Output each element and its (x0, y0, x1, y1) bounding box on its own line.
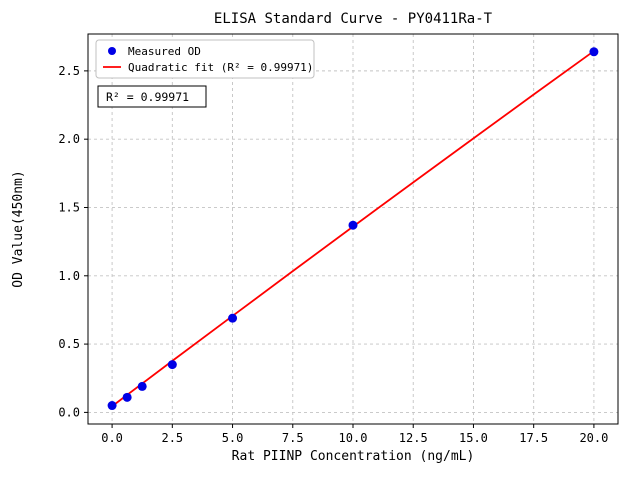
y-tick-label: 1.5 (58, 200, 80, 214)
data-point (167, 360, 177, 370)
r-squared-text: R² = 0.99971 (106, 90, 189, 104)
data-point (228, 313, 238, 323)
y-tick-label: 0.5 (58, 337, 80, 351)
data-point (589, 47, 599, 57)
legend-label-measured-od: Measured OD (128, 45, 201, 58)
x-tick-label: 15.0 (459, 431, 488, 445)
x-tick-label: 20.0 (579, 431, 608, 445)
data-point (122, 392, 132, 402)
x-tick-label: 7.5 (282, 431, 304, 445)
data-point (348, 220, 358, 230)
legend-box (95, 39, 315, 79)
y-tick-label: 1.0 (58, 269, 80, 283)
legend-label-quadratic-fit: Quadratic fit (R² = 0.99971) (128, 61, 313, 74)
x-tick-label: 10.0 (339, 431, 368, 445)
y-tick-label: 2.5 (58, 64, 80, 78)
data-point (137, 381, 147, 391)
y-axis-label: OD Value(450nm) (11, 170, 26, 287)
x-axis-label: Rat PIINP Concentration (ng/mL) (232, 449, 475, 464)
legend: Measured OD Quadratic fit (R² = 0.99971) (95, 39, 315, 79)
legend-marker-measured-od (108, 47, 116, 55)
chart-title: ELISA Standard Curve - PY0411Ra-T (214, 11, 493, 27)
x-tick-label: 0.0 (101, 431, 123, 445)
x-tick-label: 17.5 (519, 431, 548, 445)
y-tick-label: 2.0 (58, 132, 80, 146)
x-tick-label: 12.5 (399, 431, 428, 445)
r-squared-box (97, 85, 207, 108)
data-point (107, 401, 117, 411)
r-squared-annotation: R² = 0.99971 (97, 85, 207, 108)
x-tick-label: 5.0 (222, 431, 244, 445)
x-tick-label: 2.5 (161, 431, 183, 445)
y-tick-label: 0.0 (58, 405, 80, 419)
